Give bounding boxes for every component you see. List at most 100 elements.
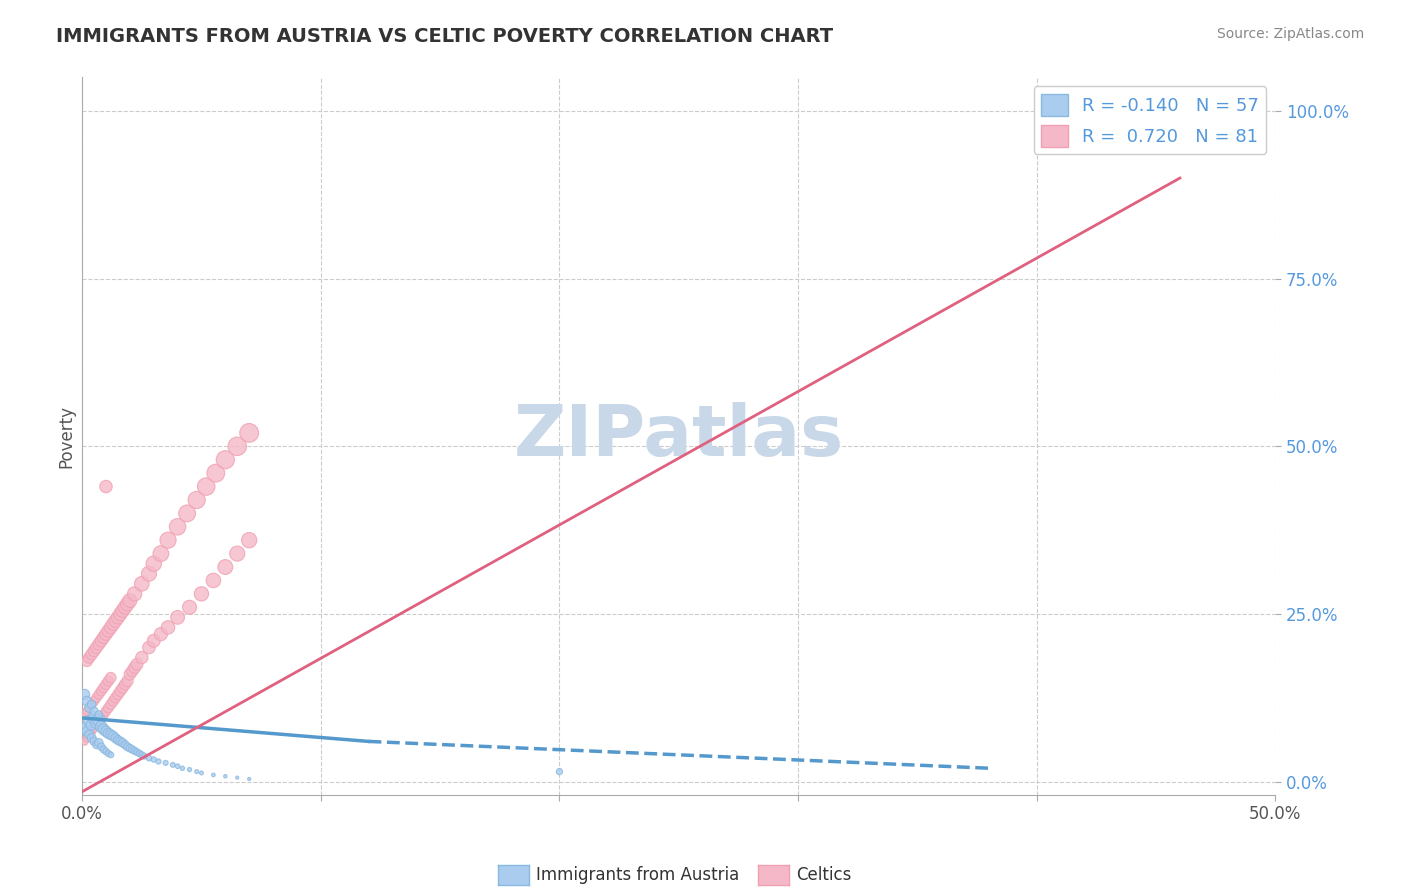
Point [90, 633, 112, 648]
Point [79, 701, 101, 715]
Text: Celtics: Celtics [796, 866, 851, 884]
Point [118, 741, 141, 756]
Point [202, 574, 225, 588]
Point [111, 604, 134, 618]
Point [94, 724, 117, 739]
Point [86, 640, 108, 655]
Point [155, 756, 177, 770]
Point [79, 701, 101, 715]
Point [214, 452, 236, 467]
Point [73, 707, 96, 722]
Point [83, 694, 105, 708]
Point [238, 772, 260, 786]
Point [131, 576, 153, 591]
Point [238, 425, 260, 440]
Point [142, 633, 165, 648]
Point [110, 607, 132, 621]
Point [202, 768, 225, 782]
Point [87, 736, 110, 750]
Point [176, 507, 198, 521]
Point [121, 742, 143, 756]
Point [111, 736, 134, 750]
Point [186, 764, 208, 779]
Point [110, 734, 132, 748]
Point [93, 707, 115, 722]
Point [166, 610, 188, 624]
Point [118, 667, 141, 681]
Point [94, 744, 117, 758]
Point [226, 547, 249, 561]
Point [149, 627, 172, 641]
Point [93, 631, 115, 645]
Point [138, 566, 160, 581]
Point [186, 492, 208, 507]
Point [131, 747, 153, 762]
Point [87, 688, 110, 702]
Point [86, 715, 108, 730]
Point [226, 439, 249, 453]
Legend: R = -0.140   N = 57, R =  0.720   N = 81: R = -0.140 N = 57, R = 0.720 N = 81 [1033, 87, 1267, 154]
Point [79, 728, 101, 742]
Point [138, 640, 160, 655]
Point [104, 731, 127, 745]
Point [80, 724, 103, 739]
Point [76, 654, 98, 668]
Point [97, 701, 120, 715]
Point [87, 707, 110, 722]
Point [179, 600, 201, 615]
Point [100, 671, 122, 685]
Point [157, 620, 180, 634]
Point [107, 733, 129, 747]
Point [86, 690, 108, 705]
Point [190, 587, 212, 601]
Point [121, 664, 143, 678]
Point [79, 650, 101, 665]
Point [97, 624, 120, 638]
Point [73, 688, 96, 702]
Point [80, 698, 103, 712]
Point [94, 677, 117, 691]
Point [226, 771, 249, 785]
Point [204, 466, 226, 480]
Point [142, 557, 165, 571]
Point [86, 738, 108, 752]
Point [79, 714, 101, 729]
Point [97, 674, 120, 689]
Point [73, 721, 96, 735]
Point [134, 749, 156, 764]
Text: IMMIGRANTS FROM AUSTRIA VS CELTIC POVERTY CORRELATION CHART: IMMIGRANTS FROM AUSTRIA VS CELTIC POVERT… [56, 27, 834, 45]
Point [80, 731, 103, 745]
Point [83, 721, 105, 735]
Point [83, 704, 105, 718]
Point [97, 726, 120, 740]
Point [114, 600, 136, 615]
Point [104, 614, 127, 628]
Point [118, 593, 141, 607]
Point [125, 745, 148, 759]
Point [80, 698, 103, 712]
Point [76, 724, 98, 739]
Point [117, 597, 139, 611]
Point [90, 720, 112, 734]
Point [101, 694, 124, 708]
Point [110, 684, 132, 698]
Point [190, 766, 212, 780]
Point [87, 714, 110, 729]
Point [87, 713, 110, 727]
Point [195, 479, 218, 493]
Point [166, 759, 188, 773]
Point [166, 520, 188, 534]
Point [114, 738, 136, 752]
Point [131, 650, 153, 665]
Point [101, 729, 124, 743]
Point [93, 681, 115, 695]
Point [83, 711, 105, 725]
Point [97, 747, 120, 761]
Point [76, 694, 98, 708]
Point [90, 739, 112, 754]
Point [90, 684, 112, 698]
Text: Source: ZipAtlas.com: Source: ZipAtlas.com [1216, 27, 1364, 41]
Point [172, 761, 194, 775]
Point [76, 704, 98, 718]
Point [117, 739, 139, 754]
